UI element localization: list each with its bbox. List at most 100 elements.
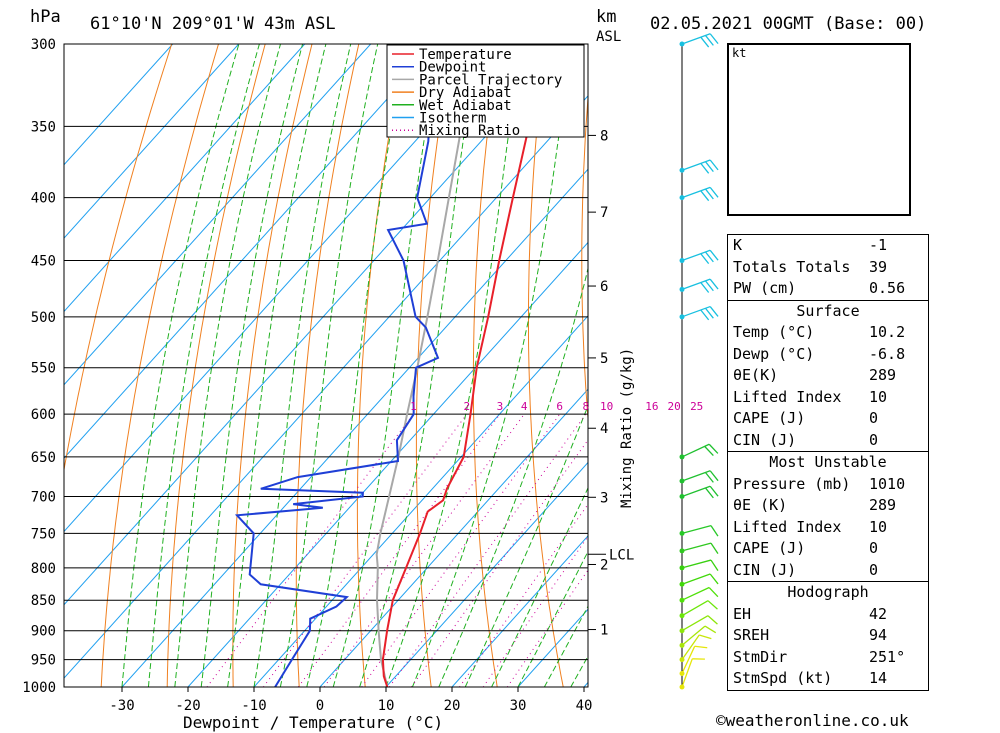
most-unstable-value: 1010 <box>869 474 906 493</box>
wind-barb-staff <box>681 646 696 674</box>
most-unstable-label: θE (K) <box>733 496 788 514</box>
wind-barb <box>679 186 719 202</box>
dry-adiabat-line <box>100 44 219 687</box>
temp-tick-label: 10 <box>378 698 395 714</box>
pressure-tick-label: 400 <box>31 191 56 207</box>
wind-barb-flag <box>709 306 719 317</box>
wind-barb-dot <box>679 657 685 663</box>
surface-value: 10.2 <box>869 323 906 341</box>
surface-value: -6.8 <box>869 344 906 363</box>
most-unstable-label: CIN (J) <box>733 560 797 579</box>
wind-barb-staff <box>681 658 693 688</box>
wind-barb-staff <box>681 615 709 632</box>
wind-barb-flag <box>710 542 719 555</box>
wind-barb-flag <box>709 485 719 497</box>
wind-barb-flag <box>704 472 714 483</box>
wind-barb-flag <box>700 36 710 48</box>
series-dewpoint-line <box>234 44 440 687</box>
wind-barb-dot <box>679 530 685 536</box>
hodograph-label: StmSpd (kt) <box>733 669 833 687</box>
hodograph-value: 14 <box>869 669 888 687</box>
temp-tick-label: -20 <box>175 698 200 714</box>
wind-barb-flag <box>704 188 714 200</box>
km-tick-label: 4 <box>600 421 608 437</box>
wet-adiabat-line <box>200 44 304 687</box>
location-title: 61°10'N 209°01'W 43m ASL <box>90 14 336 34</box>
isotherm-line <box>64 44 504 533</box>
isotherm-line <box>319 388 588 687</box>
wind-barb-flag <box>710 559 719 571</box>
isotherm-line <box>64 44 174 166</box>
isotherm-line <box>64 44 240 239</box>
wind-barb-dot <box>679 613 685 619</box>
hodograph-section: Hodograph EH 42 SREH 94 StmDir 251° StmSpd (kt… <box>728 581 928 690</box>
wind-barb <box>679 159 719 174</box>
asl-label: ASL <box>596 29 621 45</box>
wind-barb-flag <box>699 634 712 640</box>
surface-row: CIN (J) 0 <box>728 430 928 452</box>
km-tick-label: 6 <box>600 279 608 295</box>
index-row: PW (cm) 0.56 <box>728 278 928 300</box>
wind-barb <box>679 586 719 603</box>
wind-barb-staff <box>681 625 706 646</box>
legend-label: Mixing Ratio <box>419 123 520 139</box>
most-unstable-row: CAPE (J) 0 <box>728 538 928 560</box>
most-unstable-value: 0 <box>869 560 879 579</box>
index-label: PW (cm) <box>733 279 797 297</box>
wind-barb-staff <box>681 542 712 552</box>
wind-barb-flag <box>704 625 717 634</box>
wind-barb-staff <box>681 600 709 617</box>
datetime-title: 02.05.2021 00GMT (Base: 00) <box>650 14 926 34</box>
wind-barb-dot <box>679 167 685 173</box>
isotherm-line <box>64 44 306 313</box>
pressure-tick-label: 900 <box>31 624 56 640</box>
hodograph-row: StmSpd (kt) 14 <box>728 668 928 690</box>
temp-tick-label: -30 <box>109 698 134 714</box>
hpa-label: hPa <box>30 7 61 27</box>
km-tick-label: 3 <box>600 490 608 506</box>
mixing-ratio-label: 25 <box>690 400 703 413</box>
dry-adiabat-line <box>166 44 266 687</box>
series-parcel-trajectory-line <box>375 44 478 687</box>
isotherm-line <box>253 315 588 687</box>
isotherm-line <box>121 168 588 687</box>
wind-barbs <box>679 33 719 690</box>
surface-label: Lifted Index <box>733 387 842 406</box>
most-unstable-row: Pressure (mb) 1010 <box>728 474 928 496</box>
pressure-tick-label: 350 <box>31 119 56 135</box>
mixing-ratio-label: 3 <box>497 400 504 413</box>
mixing-ratio-line <box>323 413 525 687</box>
isotherm-line <box>64 44 438 459</box>
mixing-ratio-line <box>410 439 588 687</box>
wind-barb-dot <box>679 670 685 676</box>
pressure-tick-label: 800 <box>31 561 56 577</box>
most-unstable-section: Most Unstable Pressure (mb) 1010 θE (K) 289… <box>728 451 928 581</box>
surface-row: Dewp (°C) -6.8 <box>728 344 928 366</box>
mixing-ratio-label: 2 <box>463 400 470 413</box>
wind-barb-flag <box>694 645 708 649</box>
most-unstable-label: CAPE (J) <box>733 539 806 557</box>
wind-barb-dot <box>679 314 685 320</box>
surface-value: 10 <box>869 387 888 406</box>
wind-barb-flag <box>709 186 719 198</box>
index-label: Totals Totals <box>733 257 851 276</box>
pressure-tick-label: 750 <box>31 526 56 542</box>
surface-value: 289 <box>869 366 897 384</box>
isotherm-line <box>64 95 588 679</box>
wet-adiabat-line <box>227 44 327 687</box>
pressure-tick-label: 500 <box>31 310 56 326</box>
mixing-ratio-label: 16 <box>645 400 658 413</box>
surface-label: Temp (°C) <box>733 323 815 341</box>
mixing-ratio-line <box>506 569 588 687</box>
wind-barb <box>679 524 719 537</box>
wind-barb-dot <box>679 684 685 690</box>
temp-tick-label: -10 <box>241 698 266 714</box>
wet-adiabat-line <box>491 486 588 687</box>
mixing-ratio-axis-label: Mixing Ratio (g/kg) <box>619 348 635 508</box>
wind-barb-flag <box>700 282 710 293</box>
wind-barb-flag <box>704 35 714 46</box>
temp-tick-label: 40 <box>576 698 593 714</box>
most-unstable-value: 0 <box>869 539 879 557</box>
wet-adiabat-line <box>279 44 379 687</box>
